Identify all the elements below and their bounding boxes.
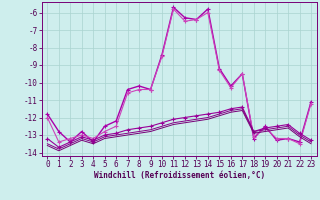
X-axis label: Windchill (Refroidissement éolien,°C): Windchill (Refroidissement éolien,°C) <box>94 171 265 180</box>
